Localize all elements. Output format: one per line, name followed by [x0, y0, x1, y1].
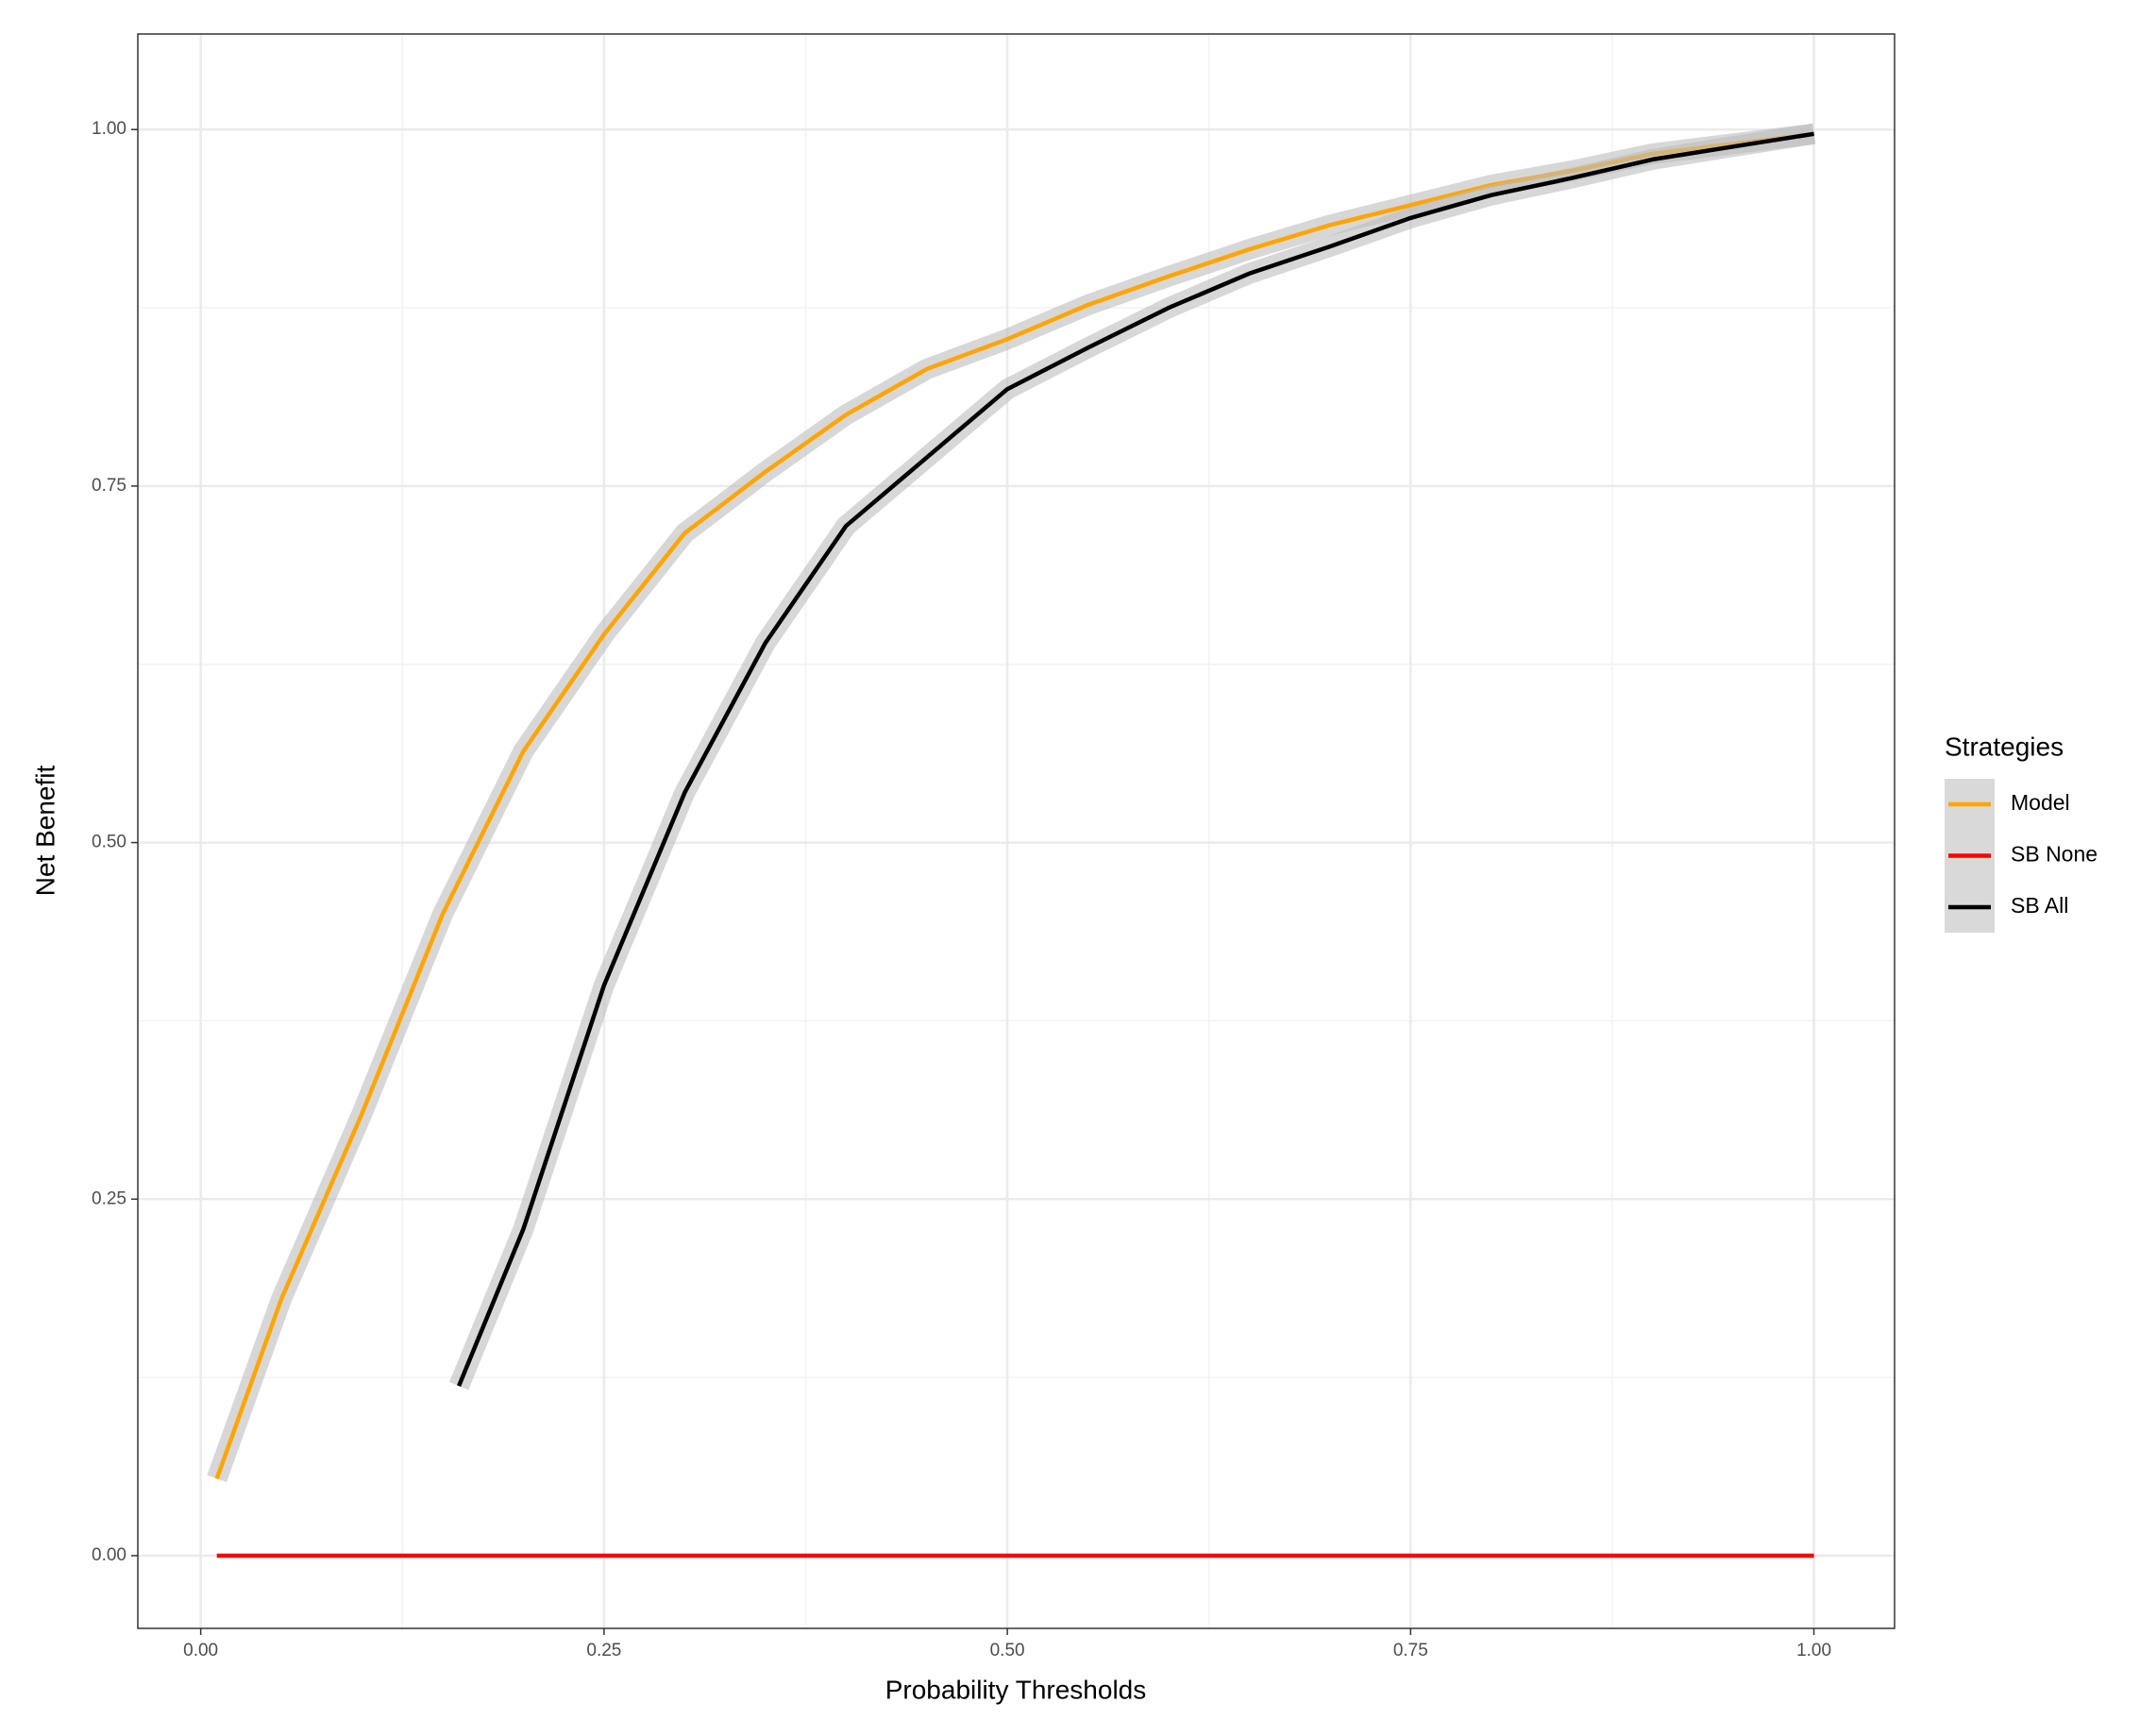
y-tick-label: 0.50	[92, 833, 126, 852]
line	[457, 131, 1814, 1388]
x-tick-label: 0.50	[990, 1641, 1025, 1660]
x-tick-label: 0.25	[586, 1641, 621, 1660]
legend: Model SB None SB All	[1945, 779, 2098, 933]
legend-label: Model	[2011, 790, 2070, 815]
plot-panel	[138, 34, 1895, 1628]
marks	[207, 123, 1816, 1559]
legend-label: SB None	[2011, 842, 2098, 867]
y-tick-label: 0.00	[92, 1545, 126, 1565]
x-axis-title: Probability Thresholds	[885, 1675, 1147, 1704]
x-tick-label: 0.00	[183, 1641, 218, 1660]
legend-label: SB All	[2011, 893, 2068, 918]
y-axis-title: Net Benefit	[30, 766, 59, 897]
plot-border	[137, 33, 1896, 1629]
legend-title: Strategies	[1945, 732, 2064, 761]
y-tick-label: 1.00	[92, 119, 126, 139]
x-tick-label: 0.75	[1393, 1641, 1428, 1660]
x-tick-label: 1.00	[1796, 1641, 1831, 1660]
y-tick-label: 0.75	[92, 476, 126, 496]
y-tick-label: 0.25	[92, 1188, 126, 1208]
